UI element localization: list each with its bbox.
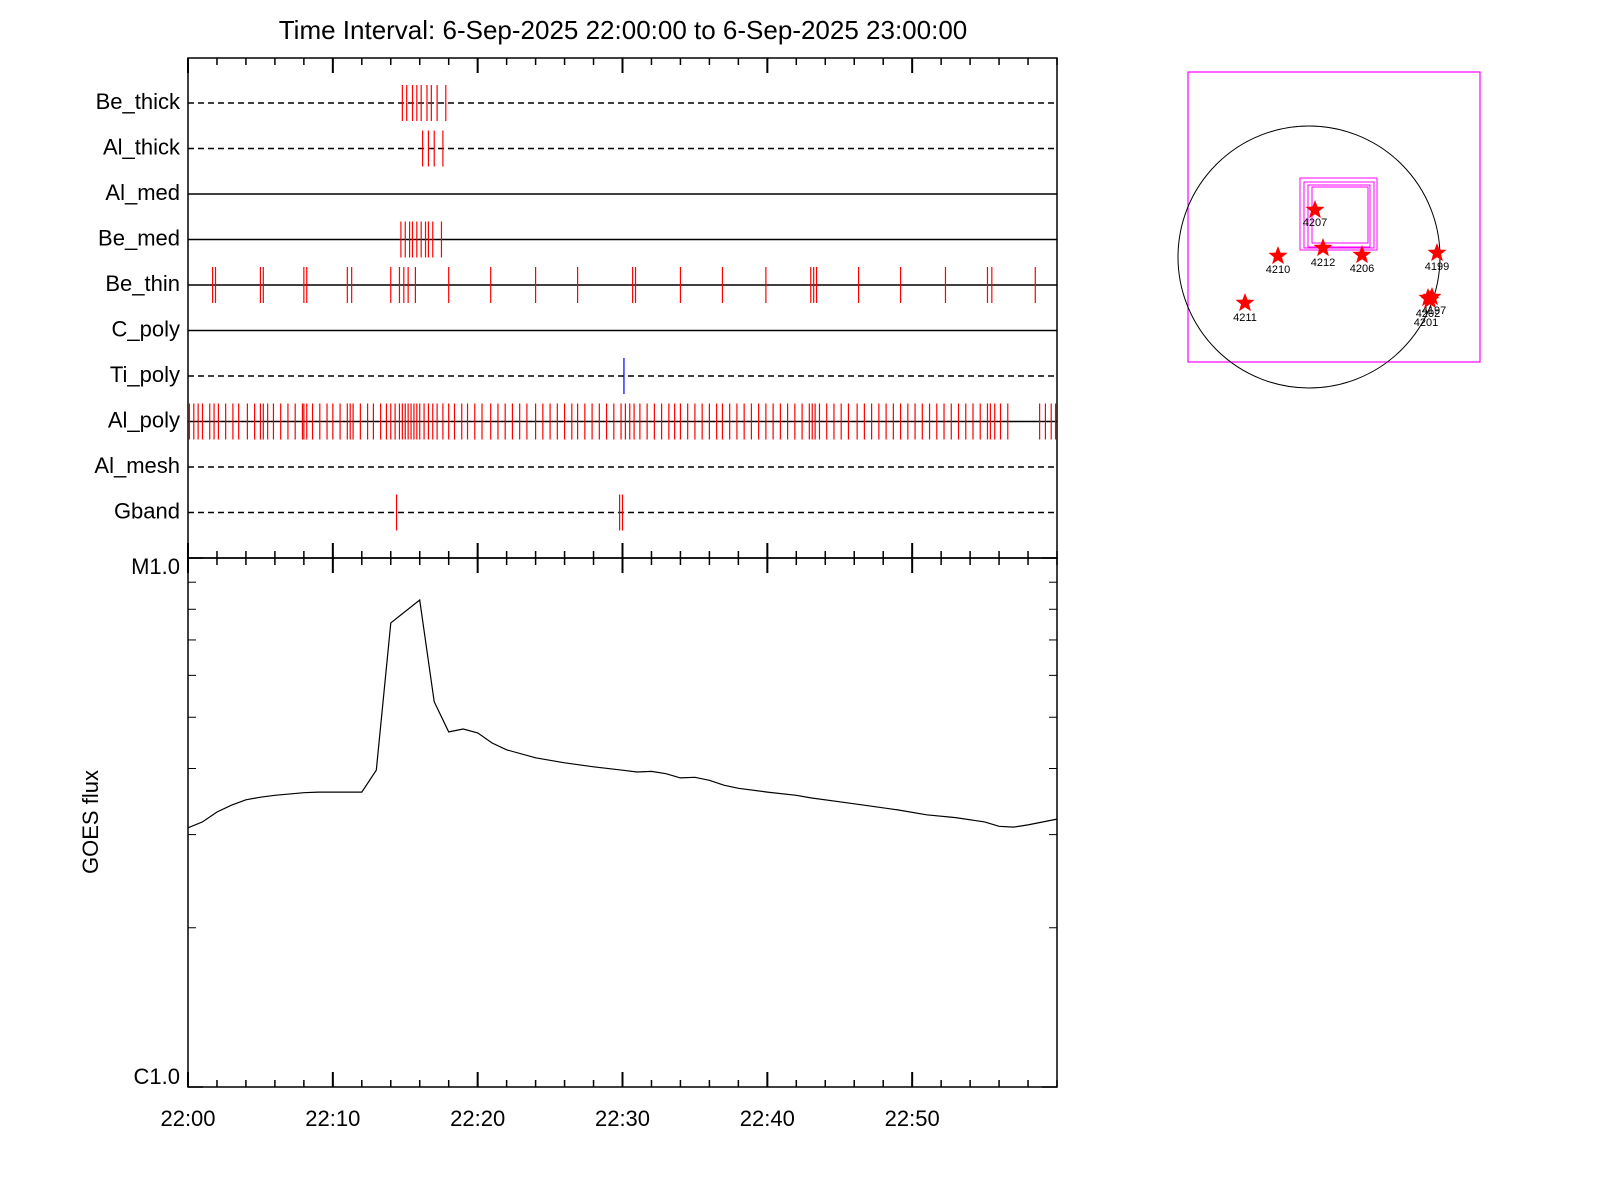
solar-disk — [1177, 125, 1441, 389]
x-tick-label: 22:10 — [305, 1106, 360, 1131]
chart-title: Time Interval: 6-Sep-2025 22:00:00 to 6-… — [279, 15, 968, 45]
region-label: 4199 — [1425, 261, 1449, 273]
row-label: Al_med — [105, 180, 180, 205]
row-label: Be_thin — [105, 271, 180, 296]
region-star — [1305, 200, 1325, 219]
row-label: Al_thick — [103, 134, 181, 159]
region-star — [1427, 243, 1447, 262]
fov-box — [1307, 184, 1371, 248]
region-star — [1418, 288, 1438, 307]
x-tick-label: 22:00 — [160, 1106, 215, 1131]
fov-box — [1303, 181, 1375, 249]
flux-line — [187, 598, 1058, 829]
x-tick-label: 22:30 — [595, 1106, 650, 1131]
row-label: Be_thick — [96, 89, 181, 114]
fov-box — [1299, 177, 1378, 251]
x-tick-label: 22:20 — [450, 1106, 505, 1131]
region-label: 4206 — [1350, 263, 1374, 275]
region-label: 4210 — [1266, 264, 1290, 276]
region-label: 4207 — [1303, 217, 1327, 229]
y-axis-label: GOES flux — [78, 770, 103, 874]
row-label: Gband — [114, 498, 180, 523]
x-tick-label: 22:50 — [885, 1106, 940, 1131]
fov-box — [1311, 186, 1369, 244]
y-tick-label: M1.0 — [131, 554, 180, 579]
event-panel-frame — [187, 57, 1058, 559]
region-star — [1268, 246, 1288, 265]
row-label: Be_med — [98, 225, 180, 250]
row-label: C_poly — [112, 316, 180, 341]
flux-panel-frame — [187, 557, 1058, 1088]
map-frame — [1187, 71, 1481, 363]
region-label: 4212 — [1311, 257, 1335, 269]
x-tick-label: 22:40 — [740, 1106, 795, 1131]
region-label: 4197 — [1422, 305, 1446, 317]
region-label: 4201 — [1414, 317, 1438, 329]
y-tick-label: C1.0 — [134, 1064, 180, 1089]
region-label: 4202 — [1416, 308, 1440, 320]
region-star — [1235, 293, 1255, 312]
region-star — [1313, 238, 1333, 257]
region-label: 4211 — [1233, 312, 1257, 324]
region-star — [1352, 245, 1372, 264]
row-label: Ti_poly — [110, 362, 180, 387]
row-label: Al_poly — [108, 407, 180, 432]
row-label: Al_mesh — [94, 453, 180, 478]
